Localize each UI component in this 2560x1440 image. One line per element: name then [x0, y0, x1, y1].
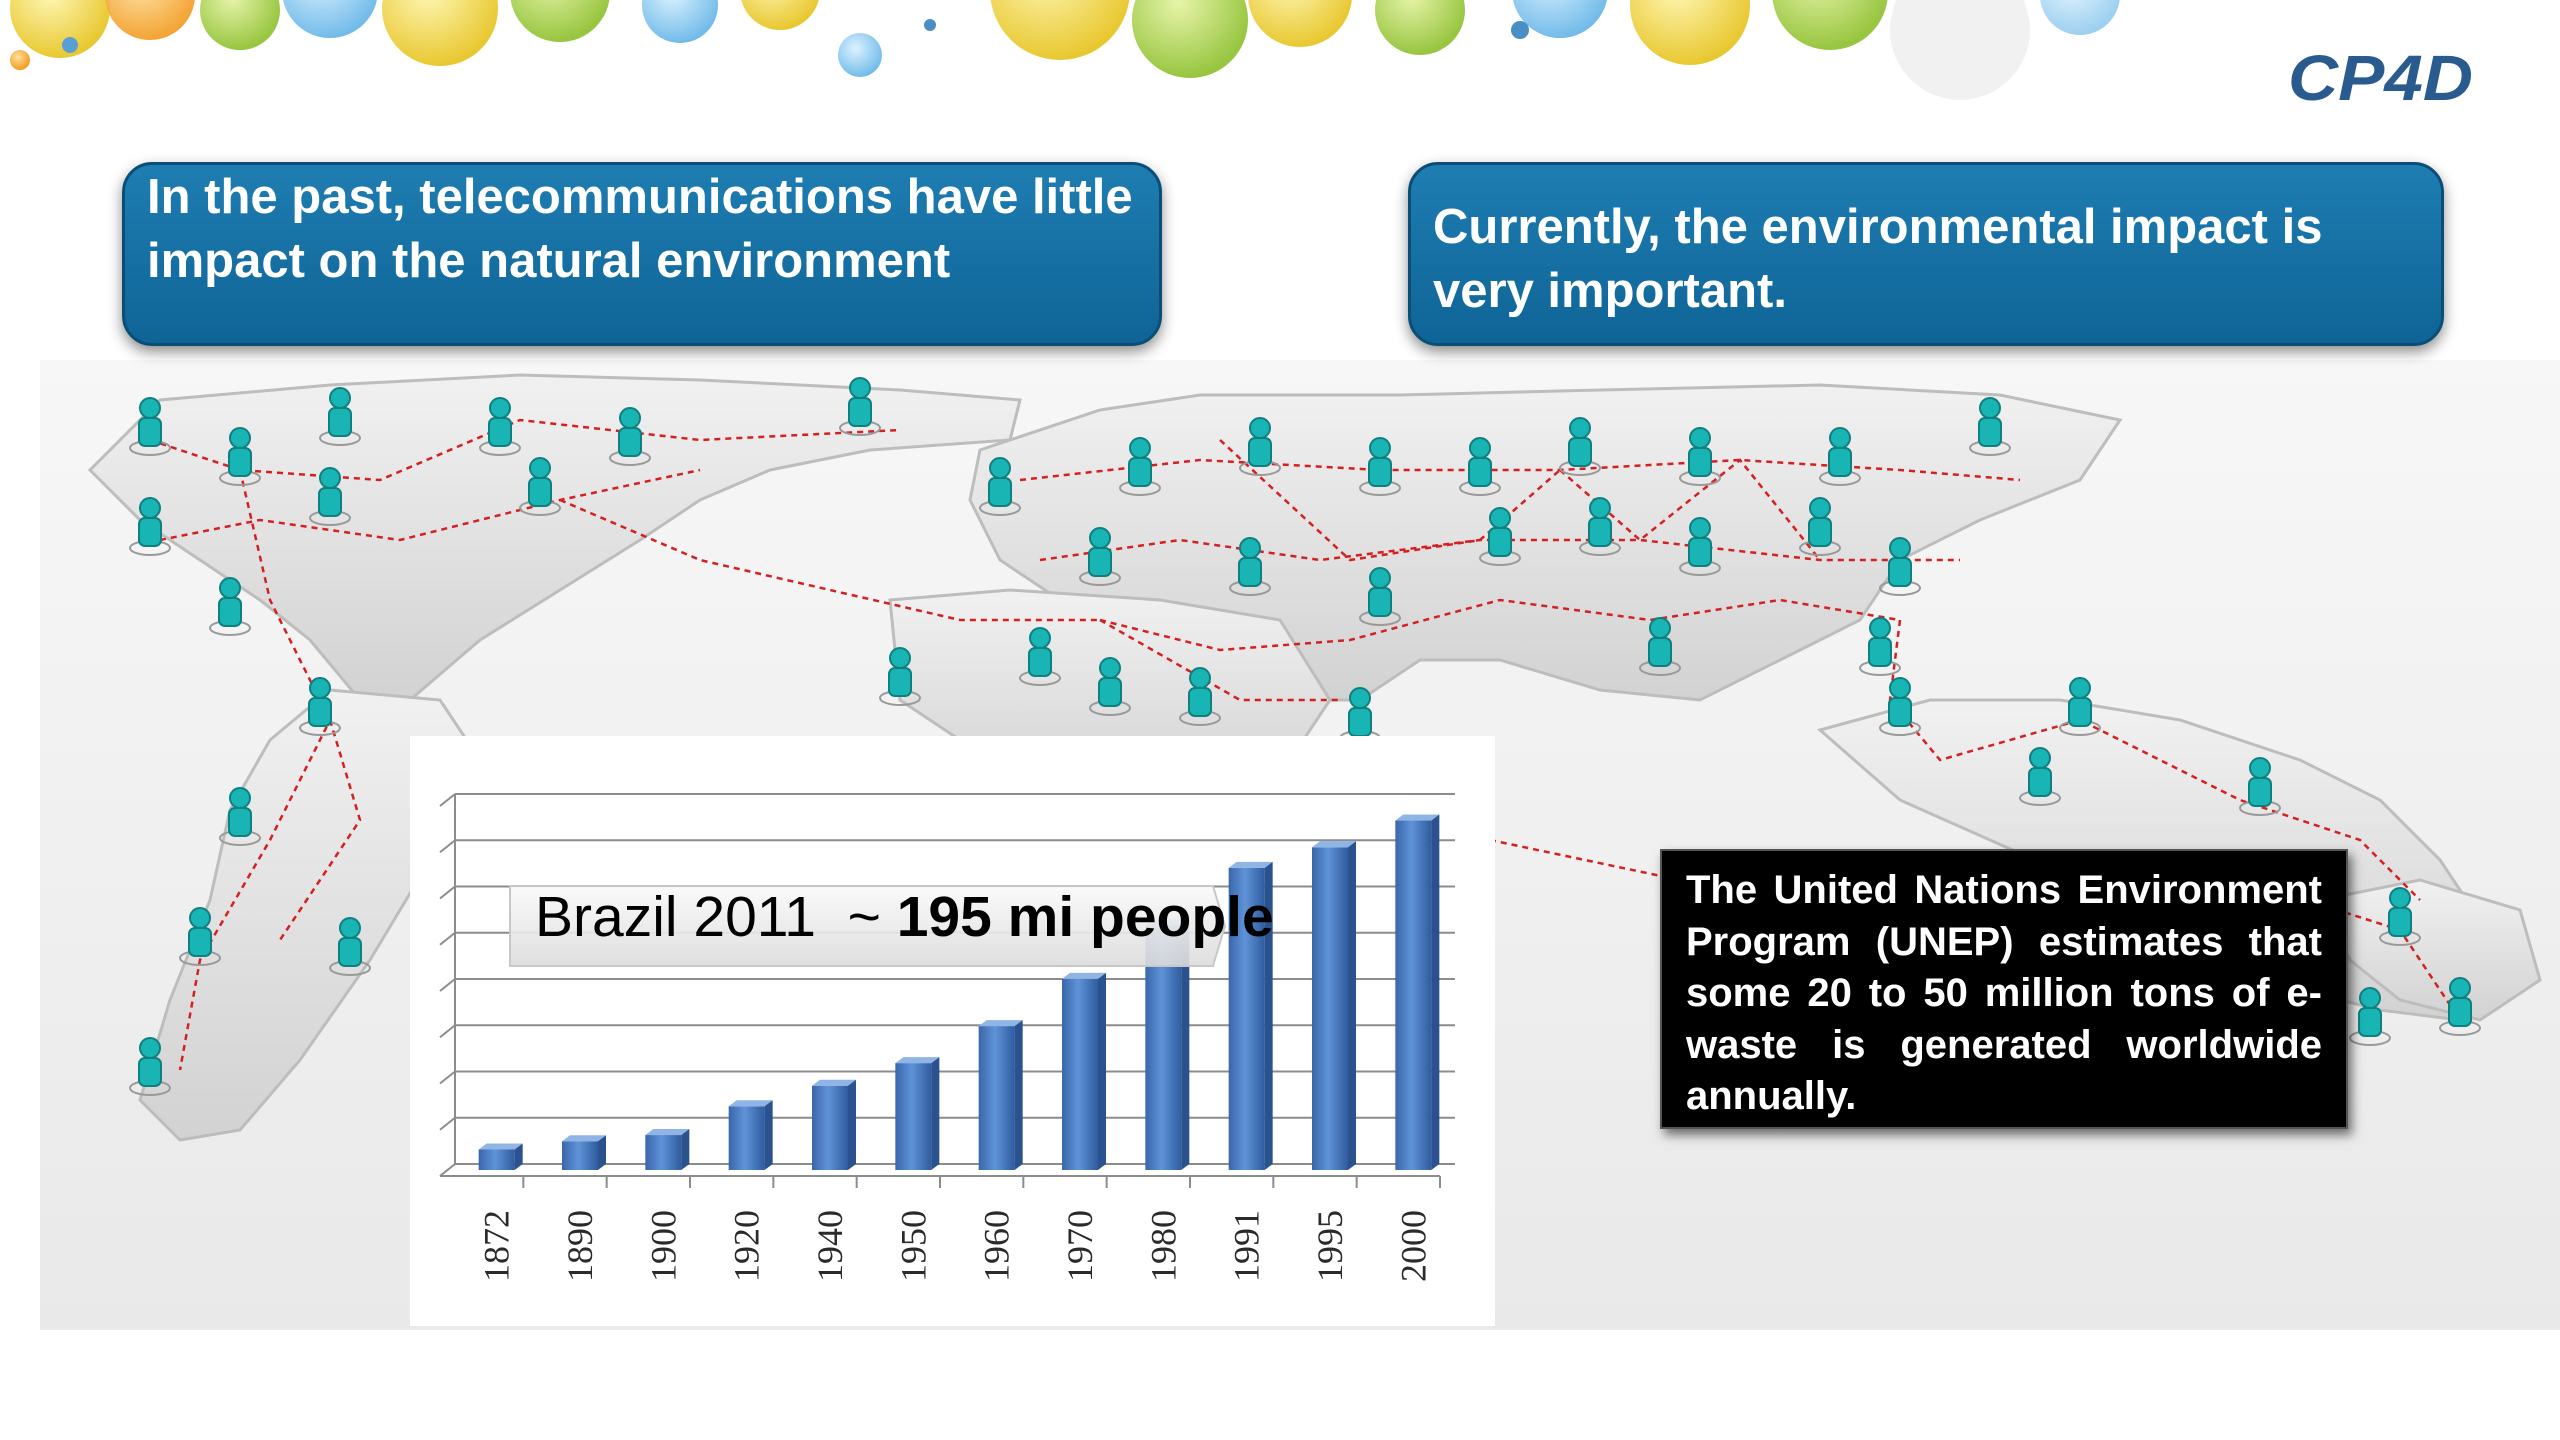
- x-tick-label: 1960: [977, 1210, 1017, 1282]
- chart-title-emphasis: 195 mi people: [897, 885, 1274, 949]
- callout-past-text: In the past, telecommunications have lit…: [147, 170, 1133, 288]
- chart-x-ticks: 1872 1890 1900 1920 1940 1950 1960 1970 1980 1991…: [477, 1176, 1441, 1282]
- bar-top-1960: [978, 1020, 1023, 1027]
- x-tick-label: 1950: [893, 1210, 933, 1282]
- callout-current: Currently, the environmental impact is v…: [1408, 162, 2444, 346]
- bar-top-1872: [478, 1143, 523, 1150]
- x-tick-label: 1995: [1310, 1210, 1350, 1282]
- bar-side-1980: [1181, 919, 1190, 1170]
- bar-1940: [812, 1085, 848, 1170]
- gridline-depth: [439, 885, 456, 900]
- bar-side-1920: [764, 1100, 773, 1170]
- population-bar-chart: 1872 1890 1900 1920 1940 1950 1960 1970 1980 1991…: [410, 736, 1495, 1326]
- bar-side-1995: [1348, 841, 1356, 1170]
- gridline-depth: [439, 1024, 456, 1039]
- x-tick-label: 1940: [810, 1210, 850, 1282]
- bar-side-1900: [681, 1129, 690, 1170]
- cp4d-logo: CP4D: [2288, 42, 2473, 114]
- bar-1960: [978, 1026, 1015, 1170]
- gridline-depth: [439, 978, 456, 992]
- gridline-depth: [439, 793, 456, 807]
- chart-title-banner: Brazil 2011 ~ 195 mi people: [509, 885, 1274, 967]
- bar-top-2000: [1395, 814, 1440, 821]
- logo-text: CP4D: [2288, 42, 2473, 114]
- x-tick-label: 2000: [1393, 1210, 1433, 1282]
- x-tick-label: 1872: [477, 1210, 517, 1282]
- x-tick-label: 1980: [1143, 1210, 1183, 1282]
- gridline-depth: [439, 1070, 456, 1085]
- bar-2000: [1395, 820, 1432, 1170]
- bar-1890: [562, 1141, 598, 1170]
- gridline-depth: [439, 1116, 456, 1131]
- bar-1872: [478, 1149, 515, 1170]
- bar-1970: [1062, 978, 1098, 1170]
- x-tick-label: 1991: [1227, 1210, 1267, 1282]
- bar-top-1890: [562, 1135, 606, 1142]
- bar-1920: [728, 1106, 765, 1170]
- x-tick-label: 1900: [643, 1210, 683, 1282]
- bar-side-2000: [1431, 814, 1440, 1170]
- bar-side-1970: [1098, 972, 1106, 1170]
- bar-top-1950: [895, 1057, 940, 1064]
- bar-side-1872: [514, 1143, 523, 1170]
- chart-title-arrow: [509, 885, 1227, 967]
- bar-side-1940: [848, 1079, 856, 1170]
- bar-top-1900: [645, 1129, 690, 1136]
- bar-1991: [1228, 867, 1265, 1170]
- bar-side-1950: [931, 1057, 940, 1170]
- banner-bubbles: [10, 0, 2120, 100]
- callout-past: In the past, telecommunications have lit…: [122, 162, 1162, 346]
- chart-title-prefix: Brazil 2011 ~: [535, 885, 897, 949]
- bar-1900: [645, 1135, 682, 1170]
- callout-current-text: Currently, the environmental impact is v…: [1433, 200, 2323, 318]
- chart-gridlines: [439, 793, 1455, 1177]
- gridline-depth: [439, 931, 456, 946]
- bar-1995: [1312, 847, 1348, 1170]
- bar-side-1960: [1014, 1020, 1023, 1170]
- people-figures: [129, 377, 2481, 1096]
- bar-1950: [895, 1063, 932, 1170]
- bar-side-1991: [1264, 861, 1273, 1170]
- bar-top-1970: [1062, 972, 1106, 979]
- bar-top-1995: [1312, 841, 1356, 848]
- bar-side-1890: [598, 1135, 606, 1170]
- chart-title: Brazil 2011 ~ 195 mi people: [535, 885, 1274, 949]
- unep-info-text: The United Nations Environment Program (…: [1686, 868, 2322, 1118]
- bar-top-1920: [728, 1100, 773, 1107]
- unep-info-box: The United Nations Environment Program (…: [1660, 849, 2348, 1129]
- x-tick-label: 1890: [560, 1210, 600, 1282]
- gridline-depth: [439, 1163, 456, 1177]
- bar-top-1991: [1228, 861, 1273, 868]
- x-tick-label: 1970: [1060, 1210, 1100, 1282]
- gridline-depth: [439, 839, 456, 854]
- bar-top-1940: [812, 1079, 856, 1086]
- x-tick-label: 1920: [727, 1210, 767, 1282]
